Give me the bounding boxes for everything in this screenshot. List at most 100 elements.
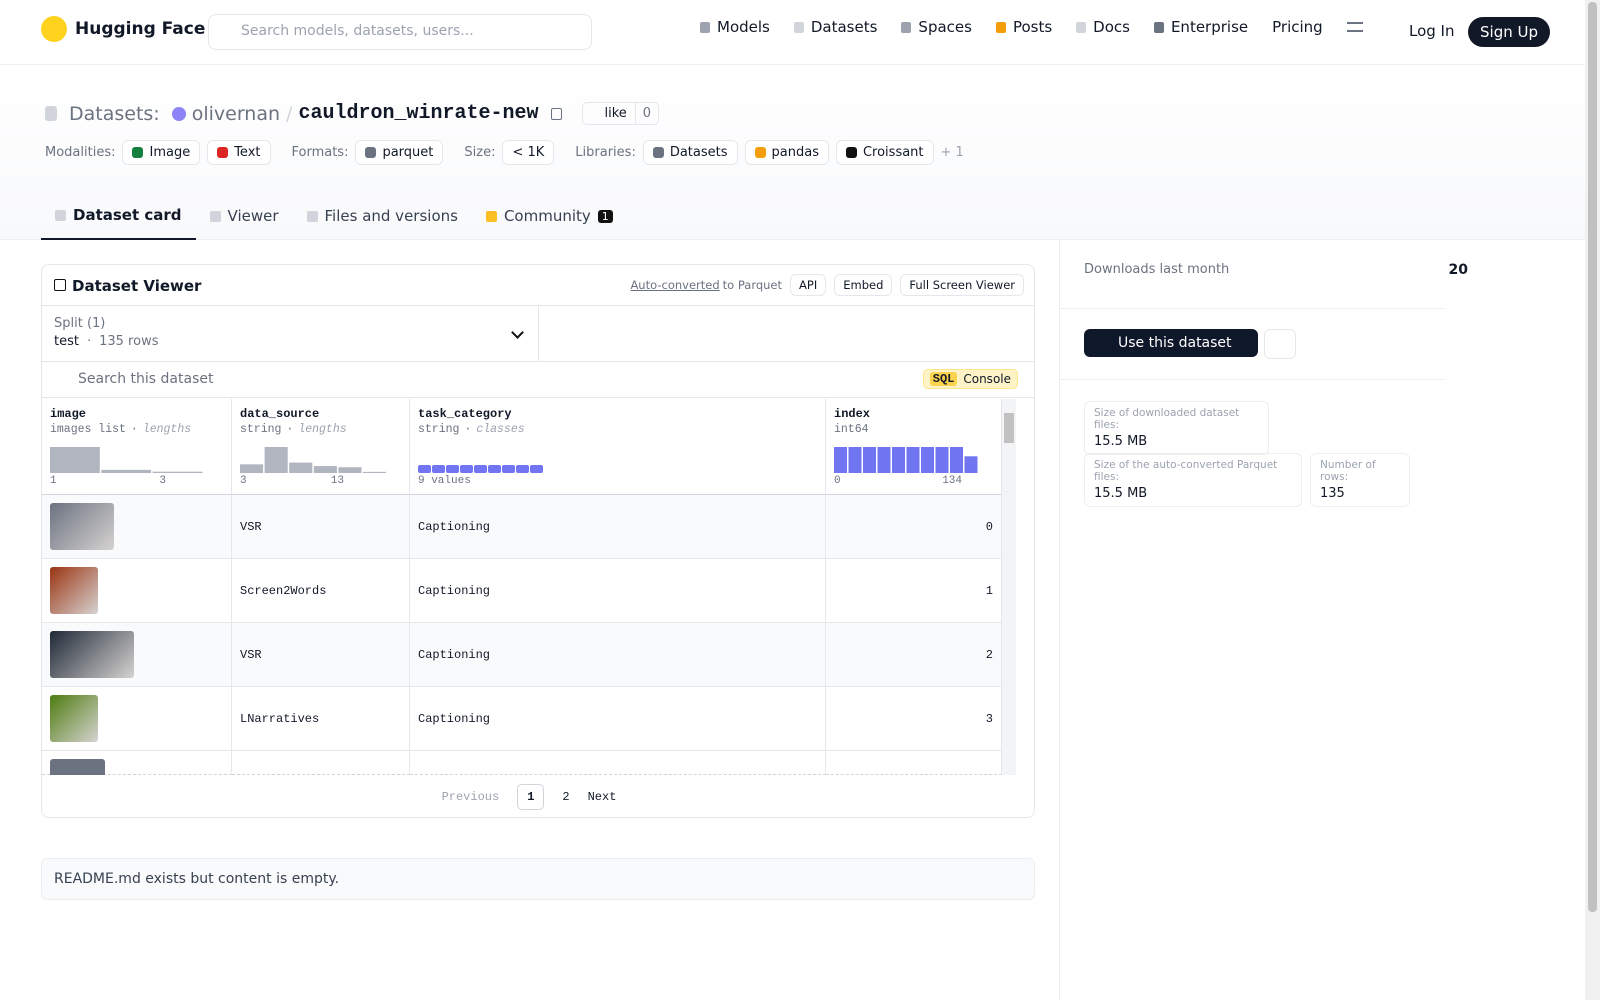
page-number[interactable]: 2 (562, 790, 570, 804)
viewer-toolbar: Auto-converted to Parquet API Embed Full Scr… (630, 274, 1024, 296)
nav-link-label: Posts (1012, 18, 1053, 36)
tab-icon (485, 210, 497, 222)
tag[interactable]: Datasets (642, 140, 738, 165)
nav-link[interactable]: Datasets (793, 18, 878, 36)
search-box[interactable]: Search models, datasets, users... (208, 14, 592, 50)
owner-avatar (171, 106, 186, 121)
prev[interactable]: Previous (441, 790, 500, 804)
use-dataset[interactable]: Use this dataset (1084, 329, 1258, 357)
toolbar-button[interactable]: Full Screen Viewer (900, 274, 1024, 296)
column-header[interactable]: task_category string · classes 9 values (410, 399, 826, 495)
split-label: Split (1) (54, 316, 106, 331)
downloads-value: 20 (1448, 262, 1468, 278)
table-cell: Captioning (410, 623, 826, 687)
tab-label: Viewer (227, 207, 279, 225)
thumbnail[interactable] (50, 503, 114, 550)
tab[interactable]: Files and versions (293, 192, 472, 240)
login[interactable]: Log In (1409, 22, 1455, 40)
nav-link-label: Datasets (810, 18, 878, 36)
split-line: test · 135 rows (54, 334, 526, 349)
tab[interactable]: Community 1 (472, 192, 627, 240)
table-cell: Screen2Words (232, 559, 410, 623)
dataset-icon (45, 106, 57, 121)
tag-icon (132, 147, 144, 158)
column-header[interactable]: data_source string · lengths 3 13 (232, 399, 410, 495)
like-count: 0 (642, 106, 652, 121)
next[interactable]: Next (587, 790, 617, 804)
column-header[interactable]: image images list · lengths 1 3 (42, 399, 232, 495)
auto-link[interactable]: Auto-converted (630, 278, 720, 292)
nav-link[interactable]: Enterprise (1153, 18, 1248, 36)
nav-link[interactable]: Posts (995, 18, 1053, 36)
type-stat: classes (476, 423, 525, 436)
range-min: 1 (50, 475, 57, 487)
copy-icon[interactable] (550, 107, 562, 120)
partial-cell (232, 751, 410, 775)
table-cell: Captioning (410, 559, 826, 623)
toolbar-button[interactable]: API (790, 274, 827, 296)
repo-name[interactable]: cauldron_winrate-new (298, 102, 539, 125)
auto-to: to Parquet (722, 278, 783, 292)
tag[interactable]: pandas (744, 140, 829, 165)
histogram-bar (418, 465, 431, 473)
histogram-range: 0 134 (834, 475, 962, 487)
column-header[interactable]: index int64 0 134 (826, 399, 1002, 495)
tab-label: Community (503, 207, 591, 225)
split-select[interactable]: Split (1) test · 135 rows (42, 305, 539, 362)
tag-label: Text (234, 145, 261, 160)
histogram-bar (338, 467, 362, 473)
tag[interactable]: Text (207, 140, 271, 165)
like-button[interactable]: like 0 (581, 102, 660, 125)
histogram-bar (964, 456, 978, 473)
dataset-search[interactable]: Search this dataset (42, 362, 1034, 398)
nav-link[interactable]: Spaces (901, 18, 972, 36)
tag[interactable]: parquet (355, 140, 444, 165)
signup[interactable]: Sign Up (1468, 17, 1550, 47)
tag-icon (217, 147, 229, 158)
range-max: 3 (159, 475, 166, 487)
nav-link[interactable]: Models (700, 18, 770, 36)
tag[interactable]: < 1K (502, 140, 555, 165)
owner[interactable]: olivernan (191, 102, 281, 125)
page-number[interactable]: 1 (517, 784, 545, 810)
toolbar-button[interactable]: Embed (834, 274, 893, 296)
type-name: images list (50, 423, 126, 436)
tag[interactable]: Croissant (835, 140, 934, 165)
more-tags[interactable]: + 1 (940, 145, 964, 160)
separator: / (286, 102, 293, 125)
histogram-bar (152, 471, 203, 473)
nav-icon (995, 21, 1006, 33)
more-menu[interactable] (1264, 329, 1296, 359)
tab[interactable]: Dataset card (41, 192, 196, 240)
thumbnail[interactable] (50, 631, 134, 678)
table-cell: Captioning (410, 687, 826, 751)
histogram-bar (264, 447, 288, 473)
tag-group-label: Modalities: (45, 145, 116, 160)
column-type: string · lengths (240, 423, 401, 436)
histogram (240, 447, 387, 473)
thumbnail[interactable] (50, 567, 98, 614)
split-rows: 135 rows (99, 334, 159, 349)
tag-label: Image (149, 145, 191, 160)
nav-link[interactable]: Docs (1076, 18, 1130, 36)
histogram-bar (363, 471, 387, 473)
menu-icon[interactable] (1346, 22, 1363, 32)
histogram-bar (834, 447, 847, 473)
nav-link[interactable]: Pricing (1272, 18, 1323, 36)
histogram-bar (950, 447, 963, 473)
sql-console[interactable]: SQL Console (922, 369, 1018, 389)
histogram-bar (446, 465, 459, 473)
tag[interactable]: Image (122, 140, 201, 165)
partial-cell (410, 751, 826, 775)
brand[interactable]: Hugging Face (41, 16, 205, 42)
thumbnail[interactable] (50, 695, 98, 742)
downloads: Downloads last month 20 (1084, 262, 1468, 278)
dataset-search-placeholder: Search this dataset (78, 371, 214, 387)
split-dot: · (86, 334, 92, 349)
brand-name: Hugging Face (75, 19, 206, 39)
tab[interactable]: Viewer (196, 192, 293, 240)
title-row: Datasets: olivernan / cauldron_winrate-new l… (45, 102, 660, 125)
range-min: 3 (240, 475, 247, 487)
stat-box: Number of rows: 135 (1310, 453, 1410, 507)
